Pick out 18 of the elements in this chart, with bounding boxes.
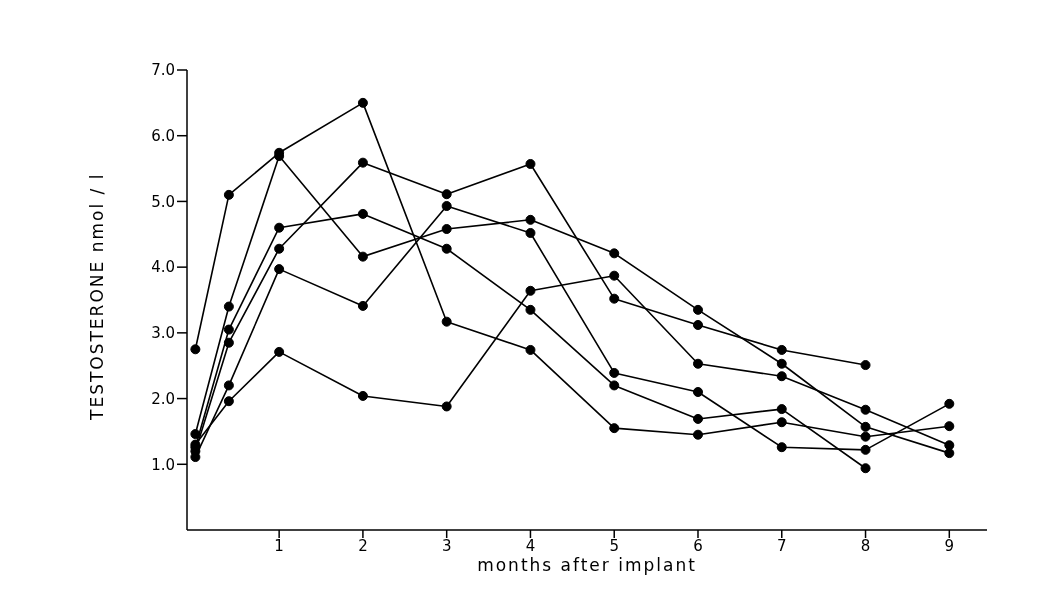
x-axis-title: months after implant <box>477 555 697 575</box>
x-tick-label: 7 <box>776 536 787 555</box>
x-tick-label: 9 <box>944 536 955 555</box>
y-tick-label: 4.0 <box>151 258 175 277</box>
x-tick-label: 1 <box>274 536 284 555</box>
x-tick-label: 4 <box>525 536 536 555</box>
y-tick-label: 6.0 <box>151 127 175 146</box>
y-axis-title: TESTOSTERONE nmol / l <box>87 172 108 421</box>
y-tick-label: 3.0 <box>151 324 175 343</box>
x-tick-label: 6 <box>693 536 703 555</box>
y-tick-label: 1.0 <box>151 455 175 474</box>
y-tick-label: 7.0 <box>151 61 175 80</box>
x-tick-label: 2 <box>358 536 368 555</box>
x-tick-label: 5 <box>609 536 619 555</box>
y-tick-label: 2.0 <box>151 389 175 408</box>
y-tick-label: 5.0 <box>151 192 175 211</box>
x-tick-label: 8 <box>860 536 871 555</box>
x-tick-label: 3 <box>441 536 452 555</box>
